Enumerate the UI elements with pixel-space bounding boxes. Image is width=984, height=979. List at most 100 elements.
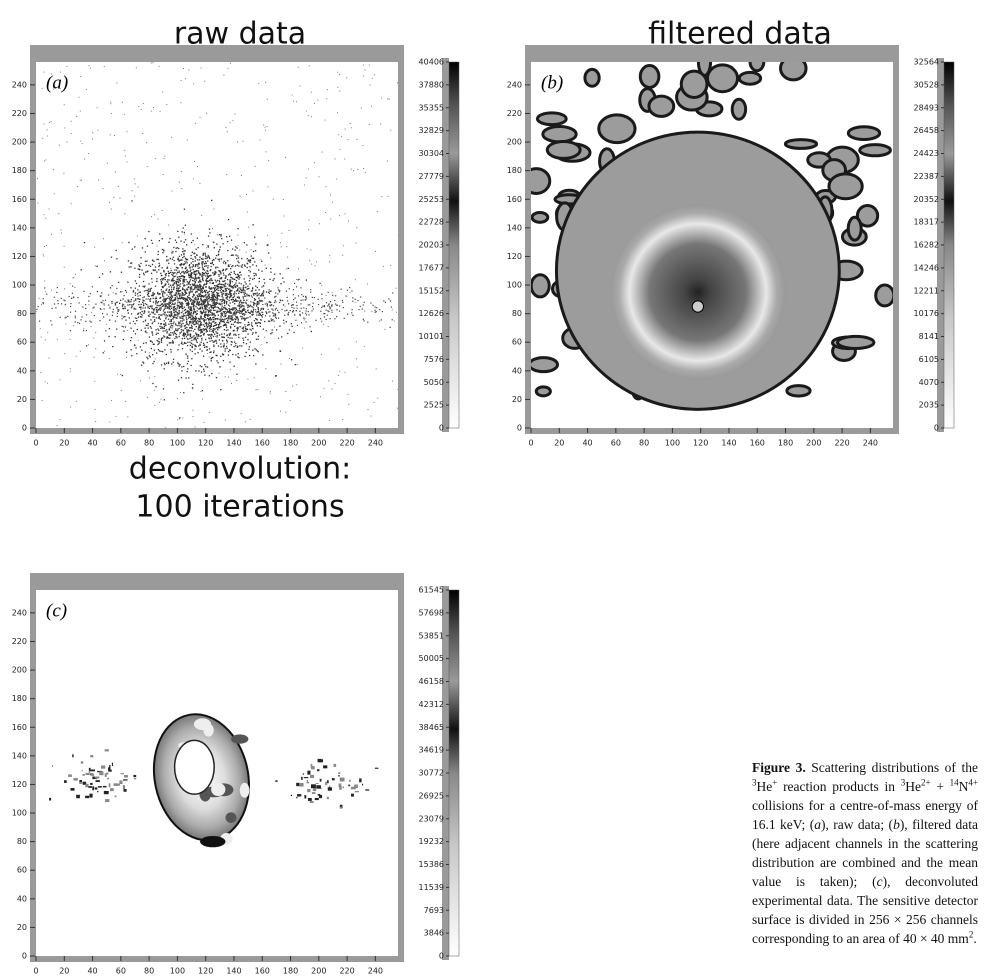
count-dot [177,290,178,291]
count-dot [202,313,203,314]
count-dot [249,316,250,317]
count-dot [243,310,244,311]
count-dot [247,288,248,289]
count-dot [248,312,249,313]
y-tick-label: 160 [507,195,522,204]
count-dot [205,295,206,296]
count-dot [227,288,228,289]
count-dot [279,302,280,303]
count-dot [187,314,188,315]
count-dot [88,300,89,301]
x-tick-label: 60 [116,967,126,976]
count-dot [213,332,214,333]
count-dot [169,333,170,334]
count-dot [223,316,224,317]
count-dot [266,342,267,343]
count-dot [128,312,129,313]
count-dot [319,283,320,284]
count-dot [163,296,164,297]
count-dot [223,291,224,292]
count-dot [197,265,198,266]
count-dot [314,103,315,104]
count-dot [197,302,198,303]
count-dot [364,302,365,303]
count-dot [328,380,329,381]
count-dot [152,264,153,265]
count-dot [252,258,253,259]
count-dot [211,331,212,332]
count-dot [178,285,179,286]
count-dot [252,350,253,351]
count-dot [102,273,103,274]
count-dot [182,306,183,307]
count-dot [199,295,200,296]
count-dot [193,264,194,265]
count-dot [157,328,158,329]
count-dot [176,337,177,338]
count-dot [127,330,128,331]
count-dot [182,323,183,324]
count-dot [221,307,222,308]
count-dot [195,123,196,124]
count-dot [187,330,188,331]
count-dot [218,251,219,252]
count-dot [85,304,86,305]
x-tick-label: 40 [87,439,97,448]
count-dot [184,261,185,262]
count-dot [223,360,224,361]
count-dot [214,273,215,274]
count-dot [236,290,237,291]
x-tick-label: 100 [170,967,185,976]
count-dot [153,298,154,299]
count-dot [155,298,156,299]
count-dot [151,278,152,279]
count-dot [49,209,50,210]
count-dot [162,351,163,352]
count-dot [252,264,253,265]
fragment [119,780,122,784]
fragment [89,768,91,771]
count-dot [171,289,172,290]
fragment [107,778,109,779]
count-dot [144,238,145,239]
count-dot [265,303,266,304]
count-dot [252,332,253,333]
count-dot [172,251,173,252]
count-dot [258,289,259,290]
count-dot [161,275,162,276]
caption-italic: a [814,817,821,832]
count-dot [280,242,281,243]
count-dot [164,303,165,304]
count-dot [182,329,183,330]
count-dot [259,281,260,282]
count-dot [183,313,184,314]
count-dot [171,323,172,324]
count-dot [289,329,290,330]
count-dot [238,353,239,354]
count-dot [296,384,297,385]
count-dot [293,294,294,295]
fragment [325,782,327,785]
count-dot [331,312,332,313]
count-dot [69,296,70,297]
count-dot [237,277,238,278]
fragment [121,773,124,774]
count-dot [166,329,167,330]
count-dot [195,323,196,324]
count-dot [164,158,165,159]
count-dot [191,358,192,359]
count-dot [203,253,204,254]
count-dot [244,318,245,319]
colorbar [449,62,459,428]
count-dot [118,186,119,187]
count-dot [230,302,231,303]
count-dot [208,277,209,278]
count-dot [216,377,217,378]
count-dot [217,362,218,363]
count-dot [111,400,112,401]
count-dot [228,219,229,220]
count-dot [203,275,204,276]
count-dot [258,269,259,270]
count-dot [193,305,194,306]
count-dot [147,325,148,326]
